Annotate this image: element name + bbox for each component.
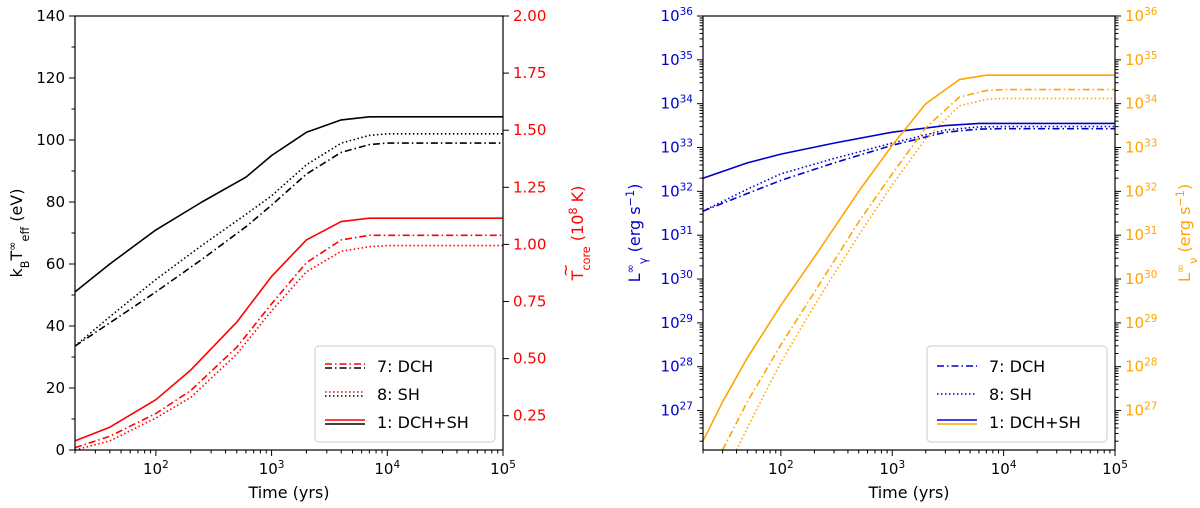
y-left-tick-label: 1036 — [661, 6, 694, 25]
y-right-tick-label: 1028 — [1125, 357, 1157, 376]
y-right-tick-label: 0.25 — [513, 407, 546, 425]
y-left-tick-label: 100 — [36, 131, 65, 149]
legend: 7: DCH 8: SH 1: DCH+SH — [926, 345, 1108, 443]
y-left-tick-label: 60 — [46, 255, 65, 273]
y-left-tick-label: 40 — [46, 317, 65, 335]
y-right-tick-label: 1034 — [1125, 94, 1158, 113]
tilde-accent: ~ — [556, 264, 575, 277]
plot-frame — [702, 15, 1116, 451]
y-right-tick-label: 1.25 — [513, 178, 546, 196]
y-left-tick-label: 1034 — [661, 94, 694, 113]
series-line-1-dch-sh-t-core — [75, 217, 503, 442]
y-left-tick-label: 1030 — [661, 269, 693, 288]
y-right-tick-label: 1.00 — [513, 235, 546, 253]
legend-label: 1: DCH+SH — [989, 413, 1081, 432]
y-right-tick-label: 2.00 — [513, 7, 546, 25]
y-right-tick-label: 1027 — [1125, 401, 1157, 420]
x-tick-label: 105 — [490, 459, 516, 478]
legend-label: 1: DCH+SH — [377, 413, 469, 432]
series-line-1-dch-sh-l — [703, 122, 1115, 179]
left-panel: 102 103 104 105 Time (yrs) 0 20 40 60 80 100 120 140… — [6, 7, 593, 502]
series-line-1-dch-sh-t-eff — [75, 116, 503, 293]
y-left-tick-label: 0 — [55, 441, 65, 459]
x-tick-label: 105 — [1102, 459, 1128, 478]
y-right-axis-label: L∞ν (erg s−1) — [1174, 184, 1200, 282]
y-right-tick-label: 1030 — [1125, 269, 1157, 288]
y-right-tick-label: 1029 — [1125, 313, 1157, 332]
legend-label: 7: DCH — [989, 357, 1045, 376]
y-left-tick-label: 1031 — [661, 225, 693, 244]
y-right-tick-label: 1.75 — [513, 64, 546, 82]
y-left-tick-label: 120 — [36, 69, 65, 87]
x-tick-label: 104 — [374, 459, 400, 478]
series-line-1-dch-sh-l — [703, 74, 1115, 442]
x-tick-label: 103 — [879, 459, 905, 478]
series-line-8-sh-l — [703, 125, 1115, 212]
x-tick-label: 104 — [991, 459, 1017, 478]
y-left-tick-label: 1029 — [661, 313, 693, 332]
y-left-axis-label: L∞γ (erg s−1) — [624, 184, 650, 283]
y-left-tick-label: 140 — [36, 7, 65, 25]
legend-box — [314, 345, 496, 443]
series-line-8-sh-l — [735, 97, 1115, 450]
y-left-tick-label: 1028 — [661, 357, 693, 376]
y-left-tick-label: 80 — [46, 193, 65, 211]
y-right-tick-label: 1031 — [1125, 225, 1157, 244]
y-right-tick-label: 1033 — [1125, 138, 1157, 157]
series-line-7-dch-l — [703, 127, 1115, 212]
x-axis-label: Time (yrs) — [247, 483, 329, 502]
legend-label: 8: SH — [377, 385, 420, 404]
y-left-tick-label: 20 — [46, 379, 65, 397]
series-line-7-dch-l — [721, 88, 1115, 450]
legend-label: 8: SH — [989, 385, 1032, 404]
series-line-7-dch-t-core — [75, 234, 503, 449]
y-right-tick-label: 1.50 — [513, 121, 546, 139]
y-right-axis-label: Tcore (108 K) — [567, 186, 593, 282]
y-left-tick-label: 1033 — [661, 138, 693, 157]
legend-label: 7: DCH — [377, 357, 433, 376]
y-left-tick-label: 1035 — [661, 50, 693, 69]
y-left-tick-label: 1032 — [661, 181, 693, 200]
y-right-tick-label: 0.75 — [513, 293, 546, 311]
legend-box — [926, 345, 1108, 443]
legend: 7: DCH 8: SH 1: DCH+SH — [314, 345, 496, 443]
y-right-tick-label: 0.50 — [513, 350, 546, 368]
y-left-axis-label: kBT∞eff (eV) — [6, 188, 32, 277]
x-axis-label: Time (yrs) — [867, 483, 949, 502]
series-line-8-sh-t-eff — [75, 133, 503, 347]
x-tick-label: 102 — [768, 459, 794, 478]
y-left-tick-label: 1027 — [661, 401, 693, 420]
series-line-7-dch-t-eff — [75, 142, 503, 347]
y-right-tick-label: 1032 — [1125, 181, 1157, 200]
x-tick-label: 102 — [143, 459, 169, 478]
x-tick-label: 103 — [259, 459, 285, 478]
y-right-tick-label: 1035 — [1125, 50, 1157, 69]
y-right-tick-label: 1036 — [1125, 6, 1158, 25]
right-panel: 102 103 104 105 Time (yrs) 1027 1028 1029 1030 10… — [624, 6, 1200, 502]
